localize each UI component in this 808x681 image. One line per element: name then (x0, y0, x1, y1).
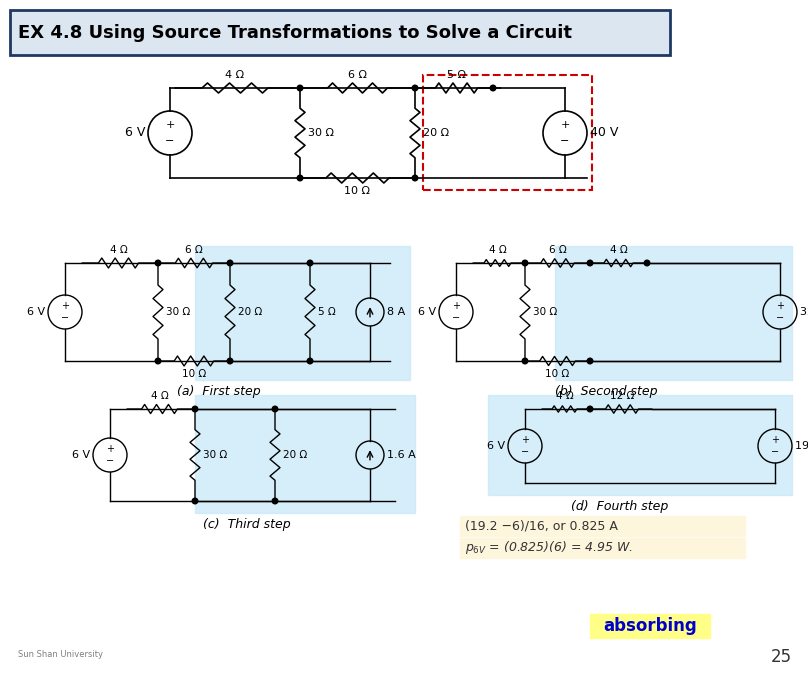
Text: (d)  Fourth step: (d) Fourth step (571, 500, 669, 513)
Text: 10 Ω: 10 Ω (182, 369, 206, 379)
Bar (78, 395, 415, 513)
Circle shape (227, 358, 233, 364)
Text: 6 V: 6 V (418, 307, 436, 317)
Text: (b)  Second step: (b) Second step (555, 385, 657, 398)
Text: −: − (521, 447, 529, 458)
Circle shape (307, 358, 313, 364)
Text: 6 V: 6 V (72, 450, 90, 460)
Bar (460, 516, 745, 536)
Text: absorbing: absorbing (603, 617, 696, 635)
Circle shape (297, 175, 303, 180)
Bar (10, 10, 670, 55)
Text: 30 Ω: 30 Ω (308, 128, 334, 138)
Text: 4 Ω: 4 Ω (556, 391, 574, 401)
Text: 30 Ω: 30 Ω (203, 450, 227, 460)
Text: −: − (61, 313, 69, 323)
Bar (488, 395, 792, 495)
Text: 6 Ω: 6 Ω (185, 245, 203, 255)
Text: −: − (776, 313, 784, 323)
Text: 6 Ω: 6 Ω (348, 70, 367, 80)
Text: Sun Shan University: Sun Shan University (18, 650, 103, 659)
Text: 5 Ω: 5 Ω (447, 70, 466, 80)
Text: 1.6 A: 1.6 A (387, 450, 416, 460)
Text: +: + (452, 300, 460, 311)
Text: +: + (560, 120, 570, 129)
Circle shape (155, 358, 161, 364)
Text: 25: 25 (771, 648, 792, 666)
Text: −: − (771, 447, 779, 458)
Text: 6 V: 6 V (124, 127, 145, 140)
Bar (460, 538, 745, 558)
Bar (28, 246, 410, 380)
Circle shape (192, 498, 198, 504)
Text: $p_{6V}$ = (0.825)(6) = 4.95 W.: $p_{6V}$ = (0.825)(6) = 4.95 W. (465, 539, 633, 556)
Circle shape (587, 260, 593, 266)
Text: +: + (61, 300, 69, 311)
Circle shape (227, 260, 233, 266)
Text: 4 Ω: 4 Ω (225, 70, 245, 80)
Text: EX 4.8 Using Source Transformations to Solve a Circuit: EX 4.8 Using Source Transformations to S… (18, 24, 572, 42)
Text: 6 V: 6 V (487, 441, 505, 451)
Text: +: + (521, 434, 529, 445)
Text: (c)  Third step: (c) Third step (203, 518, 290, 531)
Text: 6 Ω: 6 Ω (549, 245, 566, 255)
Bar (590, 614, 710, 638)
Circle shape (272, 498, 278, 504)
Circle shape (272, 406, 278, 412)
Text: 4 Ω: 4 Ω (489, 245, 507, 255)
Circle shape (522, 260, 528, 266)
Text: −: − (166, 136, 175, 146)
Bar (423, 75, 592, 190)
Circle shape (587, 358, 593, 364)
Bar (195, 246, 410, 380)
Text: 32 V: 32 V (800, 307, 808, 317)
Circle shape (307, 260, 313, 266)
Text: (a)  First step: (a) First step (177, 385, 261, 398)
Text: +: + (166, 120, 175, 129)
Circle shape (490, 85, 496, 91)
Text: 30 Ω: 30 Ω (533, 307, 558, 317)
Text: 6 V: 6 V (27, 307, 45, 317)
Text: 8 A: 8 A (387, 307, 406, 317)
Text: +: + (771, 434, 779, 445)
Circle shape (192, 406, 198, 412)
Text: 19.2 V: 19.2 V (795, 441, 808, 451)
Text: 20 Ω: 20 Ω (283, 450, 307, 460)
Text: +: + (776, 300, 784, 311)
Text: −: − (452, 313, 460, 323)
Circle shape (297, 85, 303, 91)
Text: 5 Ω: 5 Ω (318, 307, 336, 317)
Bar (195, 395, 415, 513)
Circle shape (155, 260, 161, 266)
Text: 10 Ω: 10 Ω (545, 369, 570, 379)
Text: +: + (106, 443, 114, 454)
Text: 40 V: 40 V (590, 127, 618, 140)
Circle shape (522, 358, 528, 364)
Bar (555, 246, 792, 380)
Text: 20 Ω: 20 Ω (238, 307, 263, 317)
Text: 4 Ω: 4 Ω (150, 391, 168, 401)
Text: 12 Ω: 12 Ω (610, 391, 634, 401)
Text: 30 Ω: 30 Ω (166, 307, 190, 317)
Text: 4 Ω: 4 Ω (609, 245, 627, 255)
Circle shape (412, 175, 418, 180)
Circle shape (587, 406, 593, 412)
Circle shape (644, 260, 650, 266)
Text: −: − (560, 136, 570, 146)
Text: (19.2 −6)/16, or 0.825 A: (19.2 −6)/16, or 0.825 A (465, 520, 618, 533)
Circle shape (412, 85, 418, 91)
Bar (420, 246, 792, 380)
Text: −: − (106, 456, 114, 466)
Text: 10 Ω: 10 Ω (344, 186, 371, 196)
Text: 20 Ω: 20 Ω (423, 128, 449, 138)
Text: 4 Ω: 4 Ω (110, 245, 128, 255)
